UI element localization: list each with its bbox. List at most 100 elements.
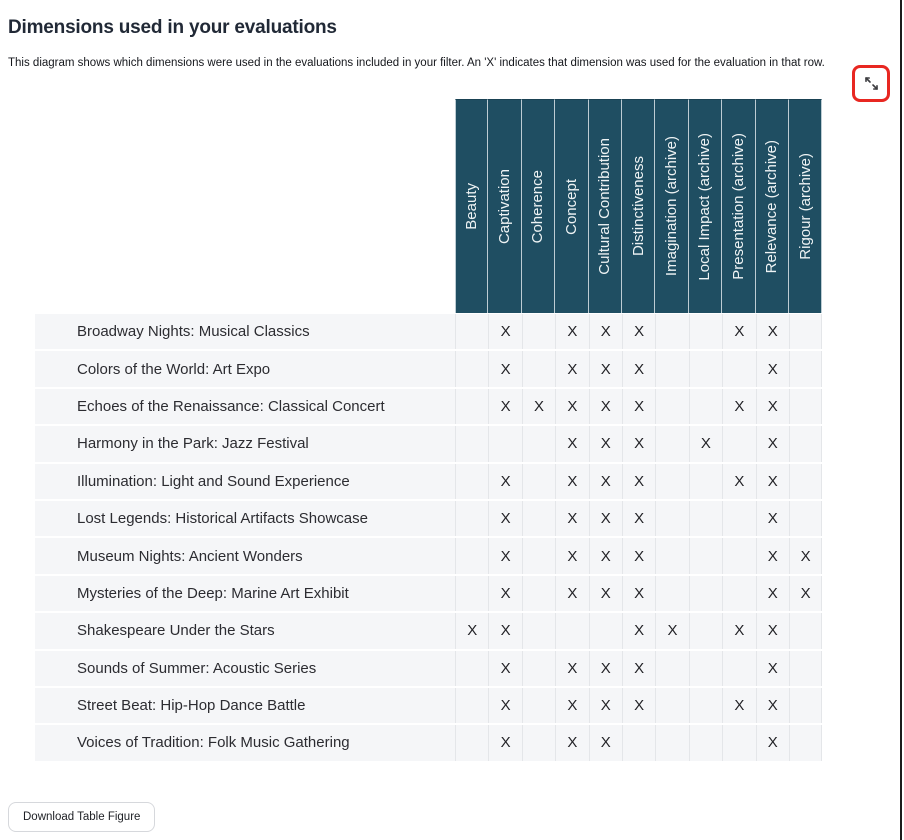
x-mark-cell: X [621,500,656,537]
column-header-label: Beauty [463,183,481,230]
x-mark-cell: X [588,463,622,499]
x-mark-cell: X [621,538,656,574]
empty-cell [722,351,756,387]
empty-cell [488,426,522,462]
x-mark-cell: X [488,500,522,537]
column-header-distinctiveness: Distinctiveness [621,99,656,313]
empty-cell [455,687,489,724]
matrix-header-row: Beauty Captivation Coherence Concept Cultura… [455,99,823,313]
x-mark-cell: X [555,426,589,462]
matrix-body: Broadway Nights: Musical Classics X X X X X X C… [35,314,823,761]
x-mark-cell: X [755,388,789,425]
x-mark-cell: X [722,463,756,499]
empty-cell [655,463,689,499]
empty-cell [521,314,556,350]
row-label: Voices of Tradition: Folk Music Gatherin… [35,725,455,761]
empty-cell [655,725,689,761]
empty-cell [588,613,622,649]
empty-cell [788,351,823,387]
empty-cell [655,650,689,686]
dimensions-matrix-figure: Beauty Captivation Coherence Concept Cultura… [35,99,823,763]
x-mark-cell: X [788,575,823,612]
table-row-harmony-in-the-park-jazz-festival: Harmony in the Park: Jazz Festival X X X X X [35,426,823,462]
empty-cell [455,725,489,761]
empty-cell [688,351,723,387]
x-mark-cell: X [521,388,556,425]
row-label: Lost Legends: Historical Artifacts Showc… [35,500,455,537]
x-mark-cell: X [788,538,823,574]
x-mark-cell: X [621,463,656,499]
column-header-captivation: Captivation [488,99,522,313]
x-mark-cell: X [722,314,756,350]
empty-cell [722,500,756,537]
x-mark-cell: X [755,687,789,724]
row-label: Illumination: Light and Sound Experience [35,463,455,499]
empty-cell [722,575,756,612]
table-row-voices-of-tradition-folk-music-gathering: Voices of Tradition: Folk Music Gatherin… [35,725,823,761]
x-mark-cell: X [488,613,522,649]
x-mark-cell: X [588,687,622,724]
empty-cell [788,388,823,425]
column-header-label: Concept [562,178,580,235]
x-mark-cell: X [488,351,522,387]
column-header-label: Rigour (archive) [796,153,814,260]
x-mark-cell: X [455,613,489,649]
x-mark-cell: X [755,725,789,761]
empty-cell [655,388,689,425]
table-row-sounds-of-summer-acoustic-series: Sounds of Summer: Acoustic Series X X X X X [35,650,823,686]
empty-cell [655,538,689,574]
empty-cell [722,426,756,462]
empty-cell [688,538,723,574]
column-header-coherence: Coherence [521,99,556,313]
download-table-figure-button[interactable]: Download Table Figure [8,802,156,832]
x-mark-cell: X [755,463,789,499]
x-mark-cell: X [621,575,656,612]
empty-cell [521,575,556,612]
x-mark-cell: X [488,575,522,612]
x-mark-cell: X [555,687,589,724]
row-label: Shakespeare Under the Stars [35,613,455,649]
x-mark-cell: X [488,687,522,724]
row-label: Street Beat: Hip-Hop Dance Battle [35,687,455,724]
x-mark-cell: X [621,426,656,462]
empty-cell [688,463,723,499]
x-mark-cell: X [755,500,789,537]
page-title: Dimensions used in your evaluations [8,16,337,38]
table-row-street-beat-hip-hop-dance-battle: Street Beat: Hip-Hop Dance Battle X X X X X X [35,687,823,724]
column-header-label: Local Impact (archive) [696,132,714,281]
empty-cell [688,500,723,537]
column-header-concept: Concept [555,99,589,313]
x-mark-cell: X [488,725,522,761]
x-mark-cell: X [588,538,622,574]
x-mark-cell: X [588,314,622,350]
x-mark-cell: X [588,426,622,462]
column-header-label: Distinctiveness [629,156,647,257]
x-mark-cell: X [588,650,622,686]
x-mark-cell: X [555,314,589,350]
column-header-beauty: Beauty [455,99,489,313]
x-mark-cell: X [755,575,789,612]
empty-cell [722,538,756,574]
empty-cell [521,725,556,761]
empty-cell [455,538,489,574]
row-label: Harmony in the Park: Jazz Festival [35,426,455,462]
empty-cell [455,463,489,499]
empty-cell [688,314,723,350]
empty-cell [455,500,489,537]
empty-cell [455,650,489,686]
x-mark-cell: X [755,613,789,649]
window-edge-line [900,0,902,840]
expand-figure-button[interactable] [852,65,890,102]
x-mark-cell: X [588,500,622,537]
empty-cell [788,500,823,537]
x-mark-cell: X [588,575,622,612]
page-subtitle: This diagram shows which dimensions were… [8,56,825,69]
x-mark-cell: X [555,463,589,499]
x-mark-cell: X [555,725,589,761]
column-header-label: Relevance (archive) [763,139,781,274]
x-mark-cell: X [621,388,656,425]
table-row-museum-nights-ancient-wonders: Museum Nights: Ancient Wonders X X X X X X [35,538,823,574]
empty-cell [455,426,489,462]
table-row-broadway-nights-musical-classics: Broadway Nights: Musical Classics X X X X X X [35,314,823,350]
empty-cell [455,314,489,350]
